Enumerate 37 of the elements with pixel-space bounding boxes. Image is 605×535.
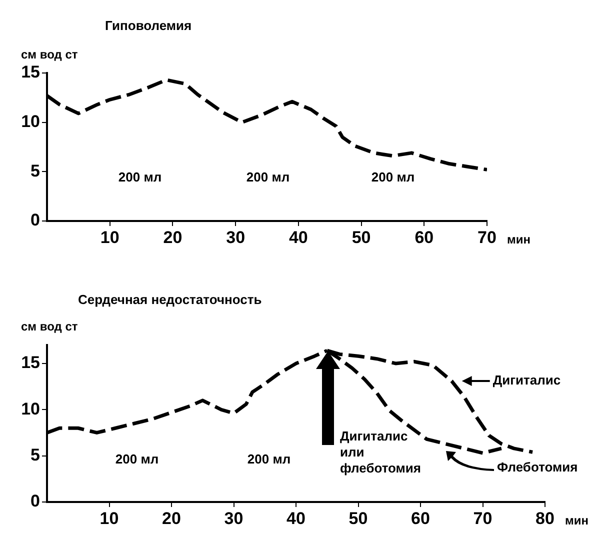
chart-title: Сердечная недостаточность [78,292,262,307]
x-tick-label: 10 [100,508,119,528]
y-axis-title: см вод ст [21,319,78,334]
chart-title: Гиповолемия [105,18,192,33]
x-tick-label: 50 [348,508,368,528]
y-tick-label: 0 [30,210,40,230]
x-tick-label: 20 [162,508,181,528]
y-tick-label: 0 [30,492,40,511]
x-tick-label: 60 [414,228,434,247]
x-axis-title: мин [565,513,589,528]
annotation: Флеботомия [497,460,578,475]
x-tick-label: 40 [286,508,306,528]
x-tick-label: 30 [224,508,244,528]
y-axis-title: см вод ст [21,47,78,62]
annotation: 200 мл [247,452,291,467]
y-tick-label: 5 [30,161,40,180]
y-tick-label: 15 [21,353,40,372]
x-axis-title: мин [507,232,531,246]
annotation: 200 мл [118,170,162,185]
annotation: 200 мл [246,170,290,185]
x-tick-label: 70 [473,508,492,528]
annotation: 200 мл [115,452,159,467]
x-tick-label: 20 [163,228,182,247]
x-tick-label: 50 [352,228,371,247]
x-tick-label: 80 [536,508,554,528]
y-tick-label: 10 [21,112,40,132]
annotation: Дигиталис или флеботомия [340,428,422,476]
x-tick-label: 40 [288,228,308,247]
y-tick-label: 5 [30,446,40,465]
x-tick-label: 70 [478,228,496,247]
x-tick-label: 10 [100,228,120,247]
y-tick-label: 10 [21,399,40,418]
annotation: 200 мл [371,170,415,185]
x-tick-label: 30 [226,228,246,247]
annotation: Дигиталис [492,372,561,388]
y-tick-label: 15 [21,62,40,82]
x-tick-label: 60 [411,508,430,528]
